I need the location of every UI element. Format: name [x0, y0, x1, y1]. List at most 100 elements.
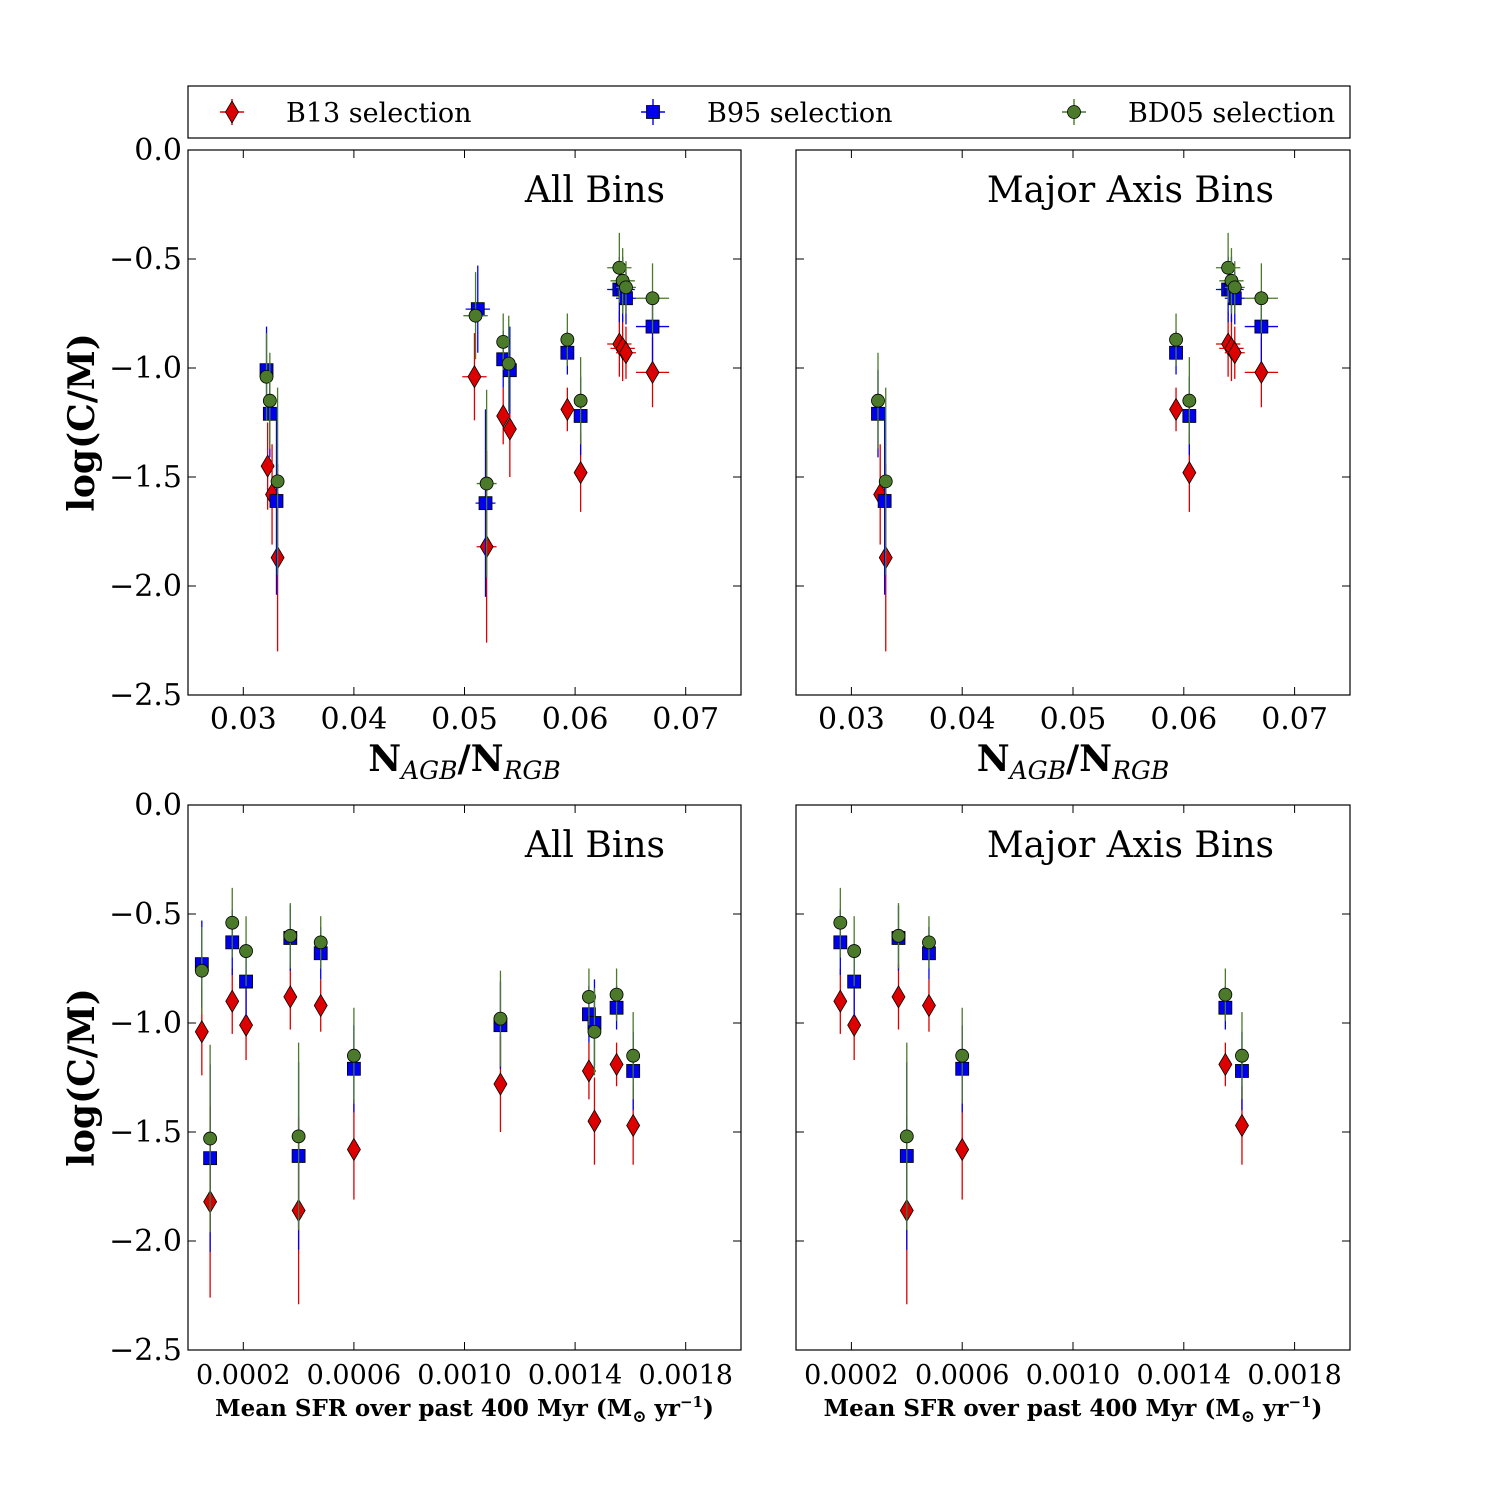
y-tick-label: −2.0: [109, 569, 182, 604]
data-point: [496, 387, 511, 445]
point-marker-circle: [833, 915, 848, 930]
point-marker-diamond: [626, 1113, 641, 1138]
data-point: [1182, 357, 1197, 445]
x-axis-label-part: yr: [1255, 1395, 1289, 1422]
x-tick-label: 0.04: [929, 702, 996, 737]
series-circle: [871, 232, 1278, 576]
panel-title: All Bins: [524, 825, 665, 866]
point-marker-circle: [560, 332, 575, 347]
point-marker-circle: [1182, 393, 1197, 408]
legend-entry: B95 selection: [641, 98, 892, 129]
data-point: [194, 927, 209, 1015]
data-point: [955, 1007, 970, 1104]
data-point: [269, 407, 284, 595]
x-axis-label-part: Mean SFR over past 400 Myr (M: [215, 1395, 632, 1422]
x-axis-label-part: N: [977, 738, 1010, 780]
data-point: [878, 387, 893, 576]
data-point: [493, 970, 508, 1067]
point-marker-diamond: [1254, 360, 1269, 385]
data-point: [346, 1099, 361, 1200]
x-axis-label-part: N: [368, 738, 401, 780]
data-point: [313, 979, 328, 1032]
point-marker-circle: [922, 935, 936, 950]
data-point: [1218, 968, 1233, 1021]
point-marker-diamond: [921, 993, 936, 1018]
point-marker-diamond: [194, 1019, 209, 1044]
x-tick-label: 0.05: [431, 702, 498, 737]
x-tick-label: 0.07: [652, 702, 719, 737]
point-marker-circle: [1254, 291, 1269, 306]
x-tick-label: 0.0018: [638, 1360, 732, 1391]
point-marker-diamond: [1235, 1113, 1249, 1138]
point-marker-diamond: [573, 460, 588, 485]
data-point: [203, 1044, 218, 1233]
plot-frame: [187, 804, 742, 1351]
data-point: [616, 326, 636, 379]
data-point: [587, 988, 602, 1076]
data-point: [616, 261, 636, 314]
y-tick-label: −1.5: [109, 1115, 182, 1150]
data-point: [847, 916, 862, 986]
point-marker-diamond: [1227, 340, 1242, 365]
x-axis-label: Mean SFR over past 400 Myr (M⊙ yr−1): [215, 1393, 714, 1427]
point-marker-circle: [1221, 260, 1236, 275]
y-tick-label: −2.5: [109, 1333, 182, 1368]
y-axis-label: log(C/M): [61, 333, 103, 512]
point-marker-diamond: [560, 397, 575, 422]
point-marker-diamond: [891, 985, 906, 1009]
legend-marker-circle: [1067, 105, 1081, 119]
series-circle: [259, 232, 670, 578]
y-tick-label: −2.5: [109, 678, 182, 713]
data-point: [313, 916, 328, 969]
x-axis-label-part: AGB: [1008, 756, 1066, 785]
x-axis-label: Mean SFR over past 400 Myr (M⊙ yr−1): [824, 1393, 1323, 1427]
point-marker-diamond: [955, 1137, 970, 1162]
point-marker-circle: [1227, 280, 1242, 295]
data-point: [225, 968, 240, 1034]
y-tick-label: −1.0: [109, 1006, 182, 1041]
data-point: [891, 903, 906, 969]
x-tick-label: 0.0006: [915, 1360, 1009, 1391]
data-point: [262, 352, 277, 449]
x-axis-label-part: Mean SFR over past 400 Myr (M: [824, 1395, 1241, 1422]
point-marker-circle: [645, 291, 660, 306]
x-tick-label: 0.07: [1261, 702, 1328, 737]
point-marker-circle: [1218, 987, 1233, 1002]
point-marker-diamond: [313, 993, 328, 1018]
x-axis-label-part: ): [1312, 1395, 1323, 1422]
x-tick-label: 0.0014: [528, 1360, 622, 1391]
point-marker-diamond: [587, 1109, 602, 1133]
data-point: [609, 1042, 624, 1087]
data-point: [833, 887, 848, 958]
data-point: [1169, 387, 1184, 432]
point-marker-circle: [847, 944, 862, 958]
point-marker-diamond: [1218, 1052, 1233, 1077]
legend-label: B95 selection: [707, 98, 892, 129]
series-circle: [833, 887, 1249, 1231]
point-marker-circle: [612, 260, 627, 275]
point-marker-circle: [626, 1048, 641, 1063]
x-tick-label: 0.04: [321, 702, 388, 737]
point-marker-circle: [955, 1048, 970, 1063]
legend-label: B13 selection: [286, 98, 471, 129]
point-marker-circle: [496, 334, 511, 349]
data-point: [501, 315, 516, 412]
data-point: [560, 313, 575, 366]
point-marker-diamond: [346, 1137, 361, 1162]
x-tick-label: 0.0018: [1247, 1360, 1341, 1391]
data-point: [581, 1042, 596, 1100]
point-marker-circle: [878, 474, 893, 489]
point-marker-circle: [283, 928, 298, 943]
x-axis-label-part: ⊙: [632, 1407, 646, 1427]
point-marker-circle: [225, 915, 240, 930]
panel-bottom-right: 0.0002 0.0006 0.0010 0.0014 0.0018 Major Axis…: [795, 804, 1351, 1427]
point-marker-diamond: [609, 1052, 624, 1077]
point-marker-square: [877, 494, 892, 508]
x-tick-label: 0.06: [1150, 702, 1217, 737]
x-tick-label: 0.0006: [307, 1360, 401, 1391]
x-tick-label: 0.0002: [804, 1360, 898, 1391]
legend-marker-diamond: [225, 100, 239, 124]
data-point: [626, 1012, 641, 1100]
point-marker-diamond: [581, 1059, 596, 1083]
